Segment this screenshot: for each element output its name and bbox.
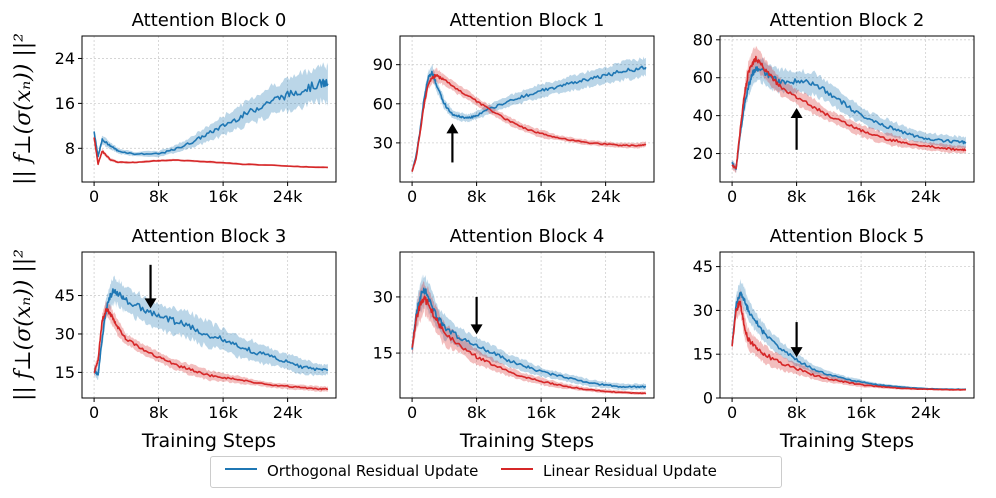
panel-attention-block-3: 0 8k 16k 24k 15 30 45 Attention Block 3 Traini… [55,226,337,452]
y-tick-label: 24 [55,49,75,68]
legend-swatch-linear [501,468,533,470]
x-tick-label: 8k [149,187,169,206]
y-tick-label: 40 [693,106,713,125]
panel-attention-block-4: 0 8k 16k 24k 15 30 Attention Block 4 Training… [373,226,655,452]
grid-1 [400,36,654,182]
x-axis-label: Training Steps [459,430,594,452]
x-tick-label: 8k [787,187,807,206]
x-tick-label: 8k [149,403,169,422]
x-tick-label: 24k [273,403,303,422]
linear-line [731,55,967,170]
x-tick-label: 0 [407,187,417,206]
panel-title: Attention Block 1 [450,10,605,31]
x-tick-label: 24k [273,187,303,206]
grid-0 [82,36,336,182]
y-tick-label: 15 [373,344,393,363]
x-tick-label: 0 [727,403,737,422]
x-tick-label: 8k [787,403,807,422]
ylabel-bottom: || f⊥(σ(xₙ)) ||² [11,249,36,401]
y-tick-label: 60 [693,68,713,87]
x-tick-label: 16k [846,187,876,206]
y-tick-label: 0 [703,389,713,408]
legend-label-orthogonal: Orthogonal Residual Update [267,462,479,480]
x-tick-label: 16k [208,403,238,422]
x-tick-label: 0 [727,187,737,206]
y-tick-label: 45 [693,257,713,276]
orthogonal-band [412,56,646,174]
y-tick-label: 16 [55,94,75,113]
annotation-arrow-head [790,347,803,358]
linear-band [412,67,646,173]
annotation-arrow-head [470,324,483,335]
y-tick-label: 60 [373,94,393,113]
panel-attention-block-0: 0 8k 16k 24k 8 16 24 Attention Block 0 [55,10,337,206]
panel-attention-block-2: 0 8k 16k 24k 20 40 60 80 Attention Block 2 [693,10,975,206]
x-axis-label: Training Steps [141,430,276,452]
y-tick-label: 80 [693,30,713,49]
x-tick-label: 24k [591,187,621,206]
x-tick-label: 24k [911,403,941,422]
x-tick-label: 0 [89,403,99,422]
annotation-arrow-head [446,123,459,134]
grid-3 [82,252,336,398]
y-tick-label: 15 [693,345,713,364]
linear-band [732,45,966,174]
linear-band [94,300,328,393]
x-tick-label: 0 [407,403,417,422]
panel-title: Attention Block 5 [770,226,925,247]
legend-label-linear: Linear Residual Update [543,462,717,480]
linear-band [94,135,328,169]
y-tick-label: 45 [55,286,75,305]
orthogonal-line [731,66,967,170]
panel-title: Attention Block 2 [770,10,925,31]
x-tick-label: 16k [208,187,238,206]
y-tick-label: 15 [55,363,75,382]
x-tick-label: 0 [89,187,99,206]
y-tick-label: 8 [65,139,75,158]
x-tick-label: 24k [911,187,941,206]
x-tick-label: 8k [467,187,487,206]
y-tick-label: 20 [693,144,713,163]
panel-attention-block-1: 0 8k 16k 24k 30 60 90 Attention Block 1 [373,10,655,206]
linear-line [93,137,328,169]
panel-title: Attention Block 4 [450,226,605,247]
x-tick-label: 16k [526,403,556,422]
linear-band [732,288,966,391]
y-tick-label: 90 [373,55,393,74]
orthogonal-band [732,56,966,174]
legend-swatch-orthogonal [225,468,257,470]
y-tick-label: 30 [693,301,713,320]
annotation-arrow-head [144,298,157,309]
linear-line [731,300,967,391]
linear-line [411,295,647,395]
x-tick-label: 24k [591,403,621,422]
orthogonal-line [93,78,329,158]
orthogonal-line [411,287,647,389]
panel-title: Attention Block 0 [132,10,287,31]
panel-title: Attention Block 3 [132,226,287,247]
x-tick-label: 16k [526,187,556,206]
y-tick-label: 30 [373,133,393,152]
x-tick-label: 8k [467,403,487,422]
orthogonal-line [93,288,329,376]
panel-attention-block-5: 0 8k 16k 24k 0 15 30 45 Attention Block 5 Train… [693,226,975,452]
linear-line [93,308,329,391]
annotation-arrow-head [790,108,803,119]
ylabel-top: || f⊥(σ(xₙ)) ||² [11,33,36,185]
y-tick-label: 30 [55,324,75,343]
legend: Orthogonal Residual Update Linear Residu… [210,456,782,488]
x-tick-label: 16k [846,403,876,422]
x-axis-label: Training Steps [779,430,914,452]
orthogonal-line [411,65,647,172]
y-tick-label: 30 [373,287,393,306]
linear-line [411,74,647,172]
